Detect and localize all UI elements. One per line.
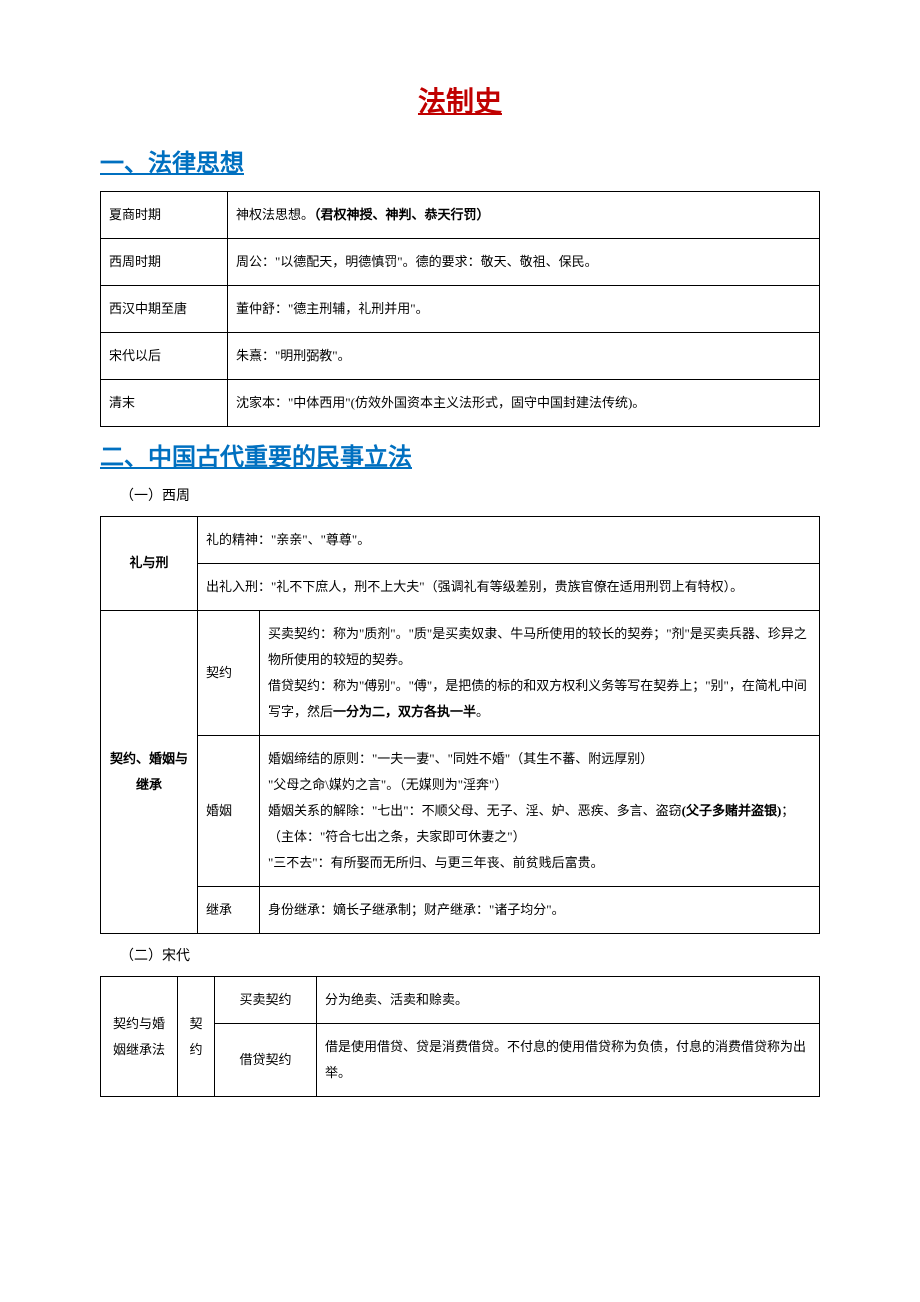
section-1-heading: 一、法律思想 xyxy=(100,145,820,183)
period-cell: 宋代以后 xyxy=(101,333,228,380)
table-row: 清末 沈家本："中体西用"(仿效外国资本主义法形式，固守中国封建法传统)。 xyxy=(101,380,820,427)
text: 神权法思想。 xyxy=(236,207,314,222)
section-2-heading: 二、中国古代重要的民事立法 xyxy=(100,439,820,477)
document-title: 法制史 xyxy=(100,80,820,125)
text: 婚姻关系的解除："七出"：不顺父母、无子、淫、妒、恶疾、多言、盗窃 xyxy=(268,803,682,818)
content-cell: 周公："以德配天，明德慎罚"。德的要求：敬天、敬祖、保民。 xyxy=(228,239,820,286)
table-row: 婚姻 婚姻缔结的原则："一夫一妻"、"同姓不婚"（其生不蕃、附远厚别） "父母之… xyxy=(101,735,820,886)
text: 。 xyxy=(476,704,489,719)
subcategory-cell: 继承 xyxy=(198,886,260,933)
category-cell: 契约与婚姻继承法 xyxy=(101,977,178,1097)
content-cell: 出礼入刑："礼不下庶人，刑不上大夫"（强调礼有等级差别，贵族官僚在适用刑罚上有特… xyxy=(198,563,820,610)
text: 借贷契约：称为"傅别"。"傅"，是把债的标的和双方权利义务等写在契券上；"别"，… xyxy=(268,673,811,725)
table-row: 礼与刑 礼的精神："亲亲"、"尊尊"。 xyxy=(101,516,820,563)
legal-thought-table: 夏商时期 神权法思想。（君权神授、神判、恭天行罚） 西周时期 周公："以德配天，… xyxy=(100,191,820,427)
text: 婚姻关系的解除："七出"：不顺父母、无子、淫、妒、恶疾、多言、盗窃(父子多赌并盗… xyxy=(268,798,811,850)
content-cell: 买卖契约：称为"质剂"。"质"是买卖奴隶、牛马所使用的较长的契券；"剂"是买卖兵… xyxy=(260,610,820,735)
content-cell: 礼的精神："亲亲"、"尊尊"。 xyxy=(198,516,820,563)
category-cell: 契约、婚姻与继承 xyxy=(101,610,198,933)
table-row: 继承 身份继承：嫡长子继承制；财产继承："诸子均分"。 xyxy=(101,886,820,933)
text-bold: 一分为二，双方各执一半 xyxy=(333,704,476,719)
content-cell: 婚姻缔结的原则："一夫一妻"、"同姓不婚"（其生不蕃、附远厚别） "父母之命\媒… xyxy=(260,735,820,886)
subcategory-cell: 契约 xyxy=(198,610,260,735)
content-cell: 沈家本："中体西用"(仿效外国资本主义法形式，固守中国封建法传统)。 xyxy=(228,380,820,427)
text: "三不去"：有所娶而无所归、与更三年丧、前贫贱后富贵。 xyxy=(268,850,811,876)
type-cell: 借贷契约 xyxy=(215,1024,317,1097)
xizhou-table: 礼与刑 礼的精神："亲亲"、"尊尊"。 出礼入刑："礼不下庶人，刑不上大夫"（强… xyxy=(100,516,820,934)
content-cell: 分为绝卖、活卖和赊卖。 xyxy=(317,977,820,1024)
text: 婚姻缔结的原则："一夫一妻"、"同姓不婚"（其生不蕃、附远厚别） xyxy=(268,746,811,772)
text: 买卖契约：称为"质剂"。"质"是买卖奴隶、牛马所使用的较长的契券；"剂"是买卖兵… xyxy=(268,621,811,673)
category-cell: 礼与刑 xyxy=(101,516,198,610)
subsection-1-label: （一）西周 xyxy=(120,486,820,508)
subcategory-cell: 契约 xyxy=(178,977,215,1097)
content-cell: 身份继承：嫡长子继承制；财产继承："诸子均分"。 xyxy=(260,886,820,933)
table-row: 契约、婚姻与继承 契约 买卖契约：称为"质剂"。"质"是买卖奴隶、牛马所使用的较… xyxy=(101,610,820,735)
text-bold: （君权神授、神判、恭天行罚） xyxy=(314,207,490,222)
subsection-2-label: （二）宋代 xyxy=(120,946,820,968)
text-bold: (父子多赌并盗银) xyxy=(682,803,782,818)
table-row: 夏商时期 神权法思想。（君权神授、神判、恭天行罚） xyxy=(101,192,820,239)
content-cell: 神权法思想。（君权神授、神判、恭天行罚） xyxy=(228,192,820,239)
content-cell: 董仲舒："德主刑辅，礼刑并用"。 xyxy=(228,286,820,333)
song-table: 契约与婚姻继承法 契约 买卖契约 分为绝卖、活卖和赊卖。 借贷契约 借是使用借贷… xyxy=(100,976,820,1097)
table-row: 出礼入刑："礼不下庶人，刑不上大夫"（强调礼有等级差别，贵族官僚在适用刑罚上有特… xyxy=(101,563,820,610)
text: "父母之命\媒妁之言"。（无媒则为"淫奔"） xyxy=(268,772,811,798)
type-cell: 买卖契约 xyxy=(215,977,317,1024)
content-cell: 朱熹："明刑弼教"。 xyxy=(228,333,820,380)
content-cell: 借是使用借贷、贷是消费借贷。不付息的使用借贷称为负债，付息的消费借贷称为出举。 xyxy=(317,1024,820,1097)
period-cell: 清末 xyxy=(101,380,228,427)
table-row: 西汉中期至唐 董仲舒："德主刑辅，礼刑并用"。 xyxy=(101,286,820,333)
period-cell: 夏商时期 xyxy=(101,192,228,239)
period-cell: 西周时期 xyxy=(101,239,228,286)
table-row: 宋代以后 朱熹："明刑弼教"。 xyxy=(101,333,820,380)
subcategory-cell: 婚姻 xyxy=(198,735,260,886)
table-row: 西周时期 周公："以德配天，明德慎罚"。德的要求：敬天、敬祖、保民。 xyxy=(101,239,820,286)
table-row: 契约与婚姻继承法 契约 买卖契约 分为绝卖、活卖和赊卖。 xyxy=(101,977,820,1024)
period-cell: 西汉中期至唐 xyxy=(101,286,228,333)
